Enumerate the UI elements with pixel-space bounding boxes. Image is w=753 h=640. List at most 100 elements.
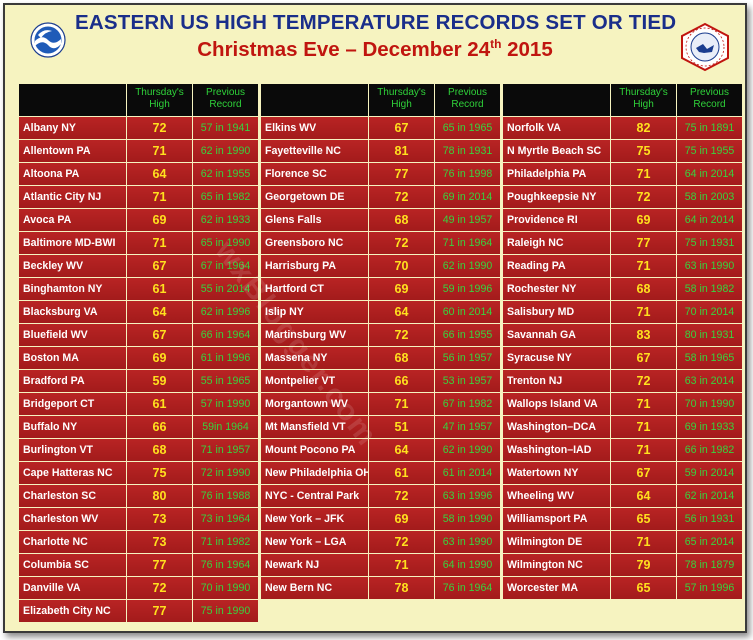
table-row: Philadelphia PA 71 64 in 2014 [503,163,743,185]
thursday-high: 68 [127,439,192,461]
thursday-high: 70 [369,255,434,277]
previous-record: 76 in 1988 [193,485,258,507]
table-row: Greensboro NC 72 71 in 1964 [261,232,501,254]
thursday-high: 66 [127,416,192,438]
table-row: Binghamton NY 61 55 in 2014 [19,278,259,300]
thursday-high: 71 [369,393,434,415]
table-row: Providence RI 69 64 in 2014 [503,209,743,231]
station-name: Wheeling WV [503,485,610,507]
previous-record: 62 in 2014 [677,485,742,507]
header-station-cell [19,84,126,116]
table-row: Georgetown DE 72 69 in 2014 [261,186,501,208]
table-row: New York – LGA 72 63 in 1990 [261,531,501,553]
station-name: Atlantic City NJ [19,186,126,208]
header-thursday-high: Thursday's High [611,84,676,116]
previous-record: 63 in 1990 [435,531,500,553]
station-name: Charlotte NC [19,531,126,553]
station-name: Mt Mansfield VT [261,416,368,438]
thursday-high: 69 [369,508,434,530]
thursday-high: 71 [611,255,676,277]
previous-record: 64 in 2014 [677,163,742,185]
thursday-high: 77 [127,600,192,622]
table-row: Raleigh NC 77 75 in 1931 [503,232,743,254]
previous-record: 58 in 2003 [677,186,742,208]
thursday-high: 72 [369,324,434,346]
table-row: Charleston SC 80 76 in 1988 [19,485,259,507]
station-name: Massena NY [261,347,368,369]
previous-record: 70 in 2014 [677,301,742,323]
table-row: NYC - Central Park 72 63 in 1996 [261,485,501,507]
station-name: Reading PA [503,255,610,277]
table-row: Cape Hatteras NC 75 72 in 1990 [19,462,259,484]
records-panel: EASTERN US HIGH TEMPERATURE RECORDS SET … [3,3,747,633]
previous-record: 69 in 1933 [677,416,742,438]
station-name: Washington–IAD [503,439,610,461]
table-row: Williamsport PA 65 56 in 1931 [503,508,743,530]
station-name: Poughkeepsie NY [503,186,610,208]
station-name: Martinsburg WV [261,324,368,346]
station-name: Providence RI [503,209,610,231]
table-row: Poughkeepsie NY 72 58 in 2003 [503,186,743,208]
station-name: Elkins WV [261,117,368,139]
previous-record: 71 in 1964 [435,232,500,254]
previous-record: 57 in 1941 [193,117,258,139]
thursday-high: 67 [611,462,676,484]
previous-record: 59in 1964 [193,416,258,438]
thursday-high: 61 [369,462,434,484]
previous-record: 59 in 2014 [677,462,742,484]
table-column-3: Thursday's High Previous Record Norfolk VA… [503,84,743,599]
previous-record: 62 in 1955 [193,163,258,185]
station-name: Wilmington NC [503,554,610,576]
station-name: Cape Hatteras NC [19,462,126,484]
station-name: Harrisburg PA [261,255,368,277]
thursday-high: 71 [127,186,192,208]
station-name: Glens Falls [261,209,368,231]
thursday-high: 51 [369,416,434,438]
thursday-high: 78 [369,577,434,599]
thursday-high: 73 [127,508,192,530]
thursday-high: 61 [127,278,192,300]
station-name: Bluefield WV [19,324,126,346]
station-name: Avoca PA [19,209,126,231]
table-row: Harrisburg PA 70 62 in 1990 [261,255,501,277]
previous-record: 64 in 1990 [435,554,500,576]
page-subtitle: Christmas Eve – December 24th 2015 [75,38,675,62]
table-row: Charlotte NC 73 71 in 1982 [19,531,259,553]
header-thursday-high: Thursday's High [127,84,192,116]
table-row: Avoca PA 69 62 in 1933 [19,209,259,231]
header-previous-record: Previous Record [677,84,742,116]
table-column-2: Thursday's High Previous Record Elkins WV 6… [261,84,501,599]
station-name: Salisbury MD [503,301,610,323]
previous-record: 76 in 1998 [435,163,500,185]
thursday-high: 75 [611,140,676,162]
table-row: Syracuse NY 67 58 in 1965 [503,347,743,369]
thursday-high: 72 [127,577,192,599]
station-name: Bradford PA [19,370,126,392]
station-name: N Myrtle Beach SC [503,140,610,162]
station-name: NYC - Central Park [261,485,368,507]
table-row: Elkins WV 67 65 in 1965 [261,117,501,139]
thursday-high: 71 [611,439,676,461]
thursday-high: 69 [127,209,192,231]
thursday-high: 65 [611,577,676,599]
previous-record: 75 in 1891 [677,117,742,139]
station-name: Philadelphia PA [503,163,610,185]
station-name: Syracuse NY [503,347,610,369]
table-row: Bridgeport CT 61 57 in 1990 [19,393,259,415]
table-row: Salisbury MD 71 70 in 2014 [503,301,743,323]
station-name: New Philadelphia OH [261,462,368,484]
previous-record: 72 in 1990 [193,462,258,484]
table-row: Beckley WV 67 67 in 1964 [19,255,259,277]
table-header: Thursday's High Previous Record [19,84,259,116]
table-row: Wheeling WV 64 62 in 2014 [503,485,743,507]
table-row: Newark NJ 71 64 in 1990 [261,554,501,576]
thursday-high: 71 [611,416,676,438]
thursday-high: 71 [611,163,676,185]
thursday-high: 71 [369,554,434,576]
thursday-high: 65 [611,508,676,530]
table-row: Mount Pocono PA 64 62 in 1990 [261,439,501,461]
thursday-high: 72 [369,531,434,553]
previous-record: 66 in 1982 [677,439,742,461]
table-row: Altoona PA 64 62 in 1955 [19,163,259,185]
previous-record: 63 in 1996 [435,485,500,507]
